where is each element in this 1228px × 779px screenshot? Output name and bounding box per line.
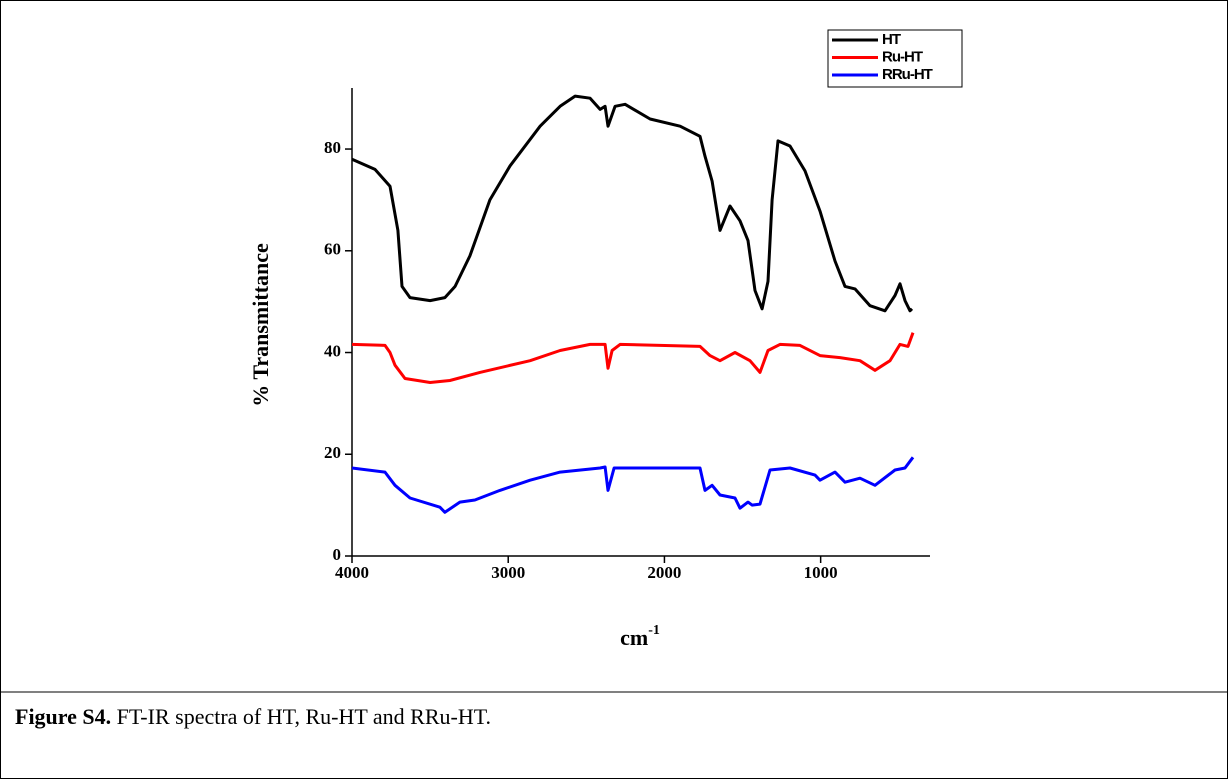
- legend-label: Ru-HT: [882, 48, 923, 65]
- y-tick-label: 0: [333, 545, 342, 564]
- x-axis-label-base: cm: [620, 625, 648, 650]
- series-line: [351, 94, 914, 313]
- x-tick-label: 3000: [491, 563, 525, 582]
- x-axis-label-sup: -1: [648, 623, 660, 638]
- caption: Figure S4. FT-IR spectra of HT, Ru-HT an…: [15, 704, 491, 729]
- caption-text: FT-IR spectra of HT, Ru-HT and RRu-HT.: [117, 704, 491, 729]
- y-axis-label: % Transmittance: [248, 243, 273, 407]
- legend-label: RRu-HT: [882, 66, 933, 83]
- x-tick-label: 4000: [335, 563, 369, 582]
- y-tick-label: 40: [324, 341, 341, 360]
- y-tick-label: 80: [324, 138, 341, 157]
- y-tick-label: 20: [324, 443, 341, 462]
- series-line: [351, 332, 915, 384]
- legend-label: HT: [882, 31, 901, 48]
- caption-label: Figure S4.: [15, 704, 111, 729]
- series-line: [351, 456, 915, 514]
- y-tick-label: 60: [324, 240, 341, 259]
- x-tick-label: 1000: [804, 563, 838, 582]
- x-axis-label: cm-1: [620, 623, 660, 650]
- x-tick-label: 2000: [647, 563, 681, 582]
